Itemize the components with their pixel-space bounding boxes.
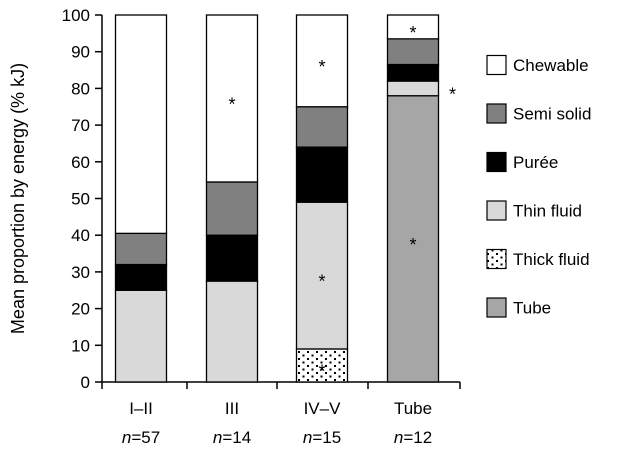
y-tick-label: 30	[71, 263, 90, 282]
legend-swatch-semi-solid	[486, 103, 507, 124]
significance-marker: *	[318, 57, 325, 77]
bar-segment-semi-solid	[295, 106, 349, 148]
legend-swatch-thin-fluid	[486, 200, 507, 221]
x-tick-label: I–II	[129, 399, 153, 418]
bar-segment-chewable	[386, 14, 440, 40]
y-axis-title: Mean proportion by energy (% kJ)	[8, 63, 28, 334]
significance-marker: *	[318, 361, 325, 381]
legend-label-thick-fluid: Thick fluid	[513, 250, 590, 269]
bar-segment-semi-solid	[114, 232, 168, 266]
x-tick-label: III	[225, 399, 239, 418]
x-tick-label: IV–V	[304, 399, 342, 418]
legend-label-chewable: Chewable	[513, 56, 589, 75]
legend-label-thin-fluid: Thin fluid	[513, 202, 582, 221]
bar-segment-thin-fluid	[114, 289, 168, 383]
bar-segment-chewable	[114, 14, 168, 235]
bar-segment-thin-fluid	[386, 80, 440, 97]
sample-size-label: n=15	[303, 428, 341, 447]
legend-swatch-tube	[486, 297, 507, 318]
bar-segment-thick-fluid	[295, 348, 349, 383]
bar-segment-tube	[386, 95, 440, 383]
bar-segment-semi-solid	[386, 38, 440, 66]
y-tick-label: 0	[81, 373, 90, 392]
legend: Chewable Semi solid Purée Thin fluid Thick f…	[486, 54, 591, 318]
bar-segment-chewable	[205, 14, 259, 183]
legend-label-pur-e: Purée	[513, 153, 558, 172]
bar-segment-pur-e	[295, 146, 349, 203]
y-tick-label: 60	[71, 153, 90, 172]
sample-size-label: n=12	[394, 428, 432, 447]
significance-marker: *	[409, 23, 416, 43]
bar-segment-thin-fluid	[205, 280, 259, 383]
legend-label-tube: Tube	[513, 299, 551, 318]
legend-swatch-chewable	[486, 54, 507, 76]
bar-segment-semi-solid	[205, 181, 259, 236]
sample-size-label: n=14	[213, 428, 251, 447]
bars-layer	[114, 14, 440, 383]
significance-marker: *	[449, 84, 456, 104]
significance-marker: *	[409, 235, 416, 255]
x-tick-label: Tube	[394, 399, 432, 418]
legend-label-semi-solid: Semi solid	[513, 105, 591, 124]
y-tick-label: 90	[71, 43, 90, 62]
y-tick-label: 10	[71, 336, 90, 355]
y-tick-label: 50	[71, 190, 90, 209]
bar-segment-pur-e	[386, 63, 440, 82]
y-tick-label: 70	[71, 116, 90, 135]
sample-size-label: n=57	[122, 428, 160, 447]
y-tick-label: 20	[71, 300, 90, 319]
y-tick-label: 100	[62, 6, 90, 25]
bar-segment-thin-fluid	[295, 201, 349, 350]
significance-marker: *	[318, 272, 325, 292]
legend-swatch-pur-e	[486, 151, 507, 173]
y-tick-label: 40	[71, 226, 90, 245]
significance-marker: *	[228, 94, 235, 114]
axis-layer: 0 10 20 30 40 50 60 70 80 90 100 I–II n=57 III n=14 IV–…	[62, 6, 461, 447]
bar-segment-pur-e	[205, 234, 259, 282]
bar-segment-chewable	[295, 14, 349, 108]
annotations-layer: * * * * * * *	[228, 23, 456, 382]
bar-segment-pur-e	[114, 263, 168, 291]
legend-swatch-thick-fluid	[486, 248, 507, 270]
y-tick-label: 80	[71, 79, 90, 98]
